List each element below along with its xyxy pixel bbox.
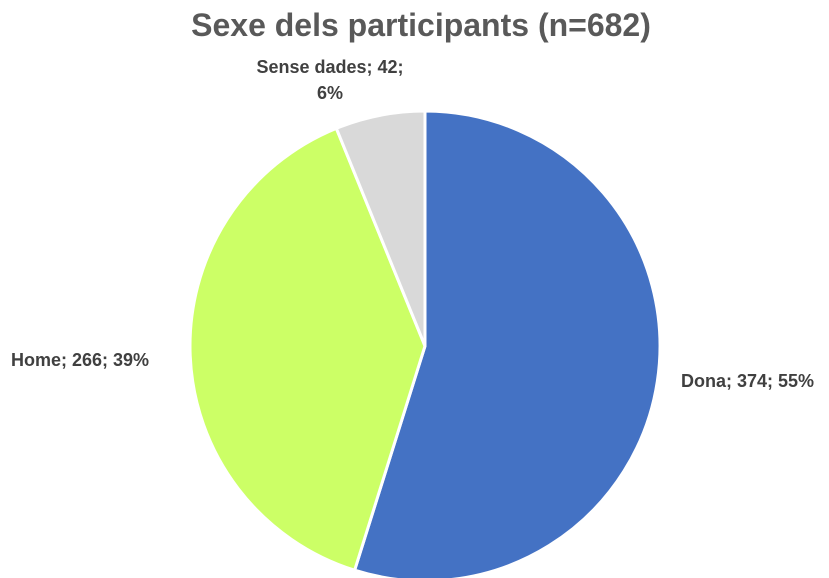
data-label-dona: Dona; 374; 55% [681,371,814,391]
chart-title: Sexe dels participants (n=682) [191,7,651,43]
data-label-line: Sense dades; 42; [256,57,403,77]
pie-slices [188,109,662,578]
pie-slice-sense-dades [334,109,427,348]
pie-slice-dona [353,109,662,578]
pie-slice-home [188,126,427,572]
data-label-line: 6% [317,83,343,103]
slice-labels: Dona; 374; 55% Home; 266; 39% Sense dades;… [11,57,814,391]
data-label-sense-dades: Sense dades; 42; 6% [256,57,403,103]
data-label-line: Home; 266; 39% [11,350,149,370]
data-label-home: Home; 266; 39% [11,350,149,370]
data-label-line: Dona; 374; 55% [681,371,814,391]
